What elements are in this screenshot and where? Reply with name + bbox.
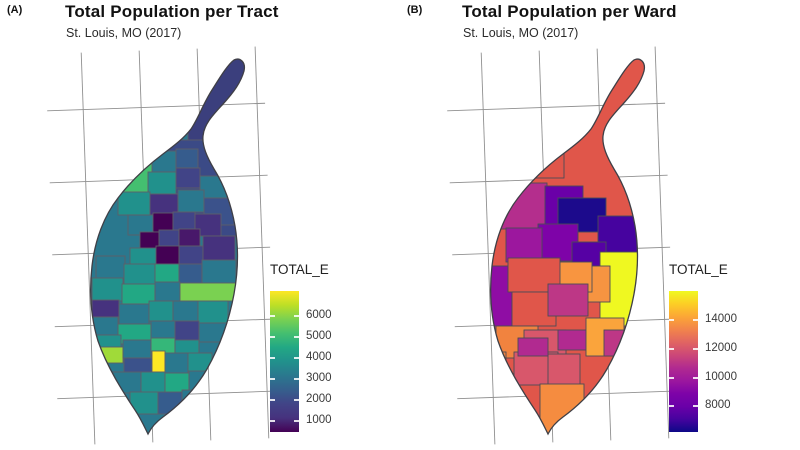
legend-tick-mark [270, 399, 275, 401]
legend-tick-mark [294, 420, 299, 422]
legend-tick-mark [669, 319, 674, 321]
legend-tick-mark [294, 315, 299, 317]
legend-tick-mark [294, 378, 299, 380]
panel-b-subtitle: St. Louis, MO (2017) [463, 26, 579, 40]
legend-tick-mark [270, 420, 275, 422]
legend-tract-title: TOTAL_E [270, 262, 329, 277]
legend-tract-colorbar [270, 291, 299, 432]
legend-ward: TOTAL_E 14000 12000 10000 8000 [668, 262, 798, 442]
panel-b-title: Total Population per Ward [462, 2, 677, 21]
tract-choropleth-map [47, 46, 275, 445]
legend-tick-label: 2000 [306, 393, 332, 405]
legend-tick-mark [693, 377, 698, 379]
city-boundary [490, 58, 646, 436]
panel-b-tag: (B) [407, 4, 423, 16]
legend-tick-mark [270, 336, 275, 338]
region-polygons [490, 59, 645, 434]
legend-tick-mark [669, 377, 674, 379]
city-boundary [90, 58, 246, 436]
legend-tick-label: 4000 [306, 351, 332, 363]
legend-tick-mark [270, 315, 275, 317]
panel-a-tag: (A) [7, 4, 23, 16]
legend-tick-mark [669, 348, 674, 350]
legend-tick-mark [294, 399, 299, 401]
legend-tick-mark [294, 336, 299, 338]
legend-tick-mark [270, 378, 275, 380]
legend-tick-mark [270, 357, 275, 359]
legend-tick-label: 10000 [705, 371, 737, 383]
legend-tick-label: 5000 [306, 330, 332, 342]
legend-ward-colorbar [669, 291, 698, 432]
legend-tick-label: 8000 [705, 399, 731, 411]
legend-tick-label: 3000 [306, 372, 332, 384]
panel-a-title: Total Population per Tract [65, 2, 279, 21]
legend-tick-mark [693, 319, 698, 321]
ward-choropleth-map [447, 46, 675, 445]
panel-a-subtitle: St. Louis, MO (2017) [66, 26, 182, 40]
legend-tick-label: 6000 [306, 309, 332, 321]
legend-tick-mark [294, 357, 299, 359]
legend-tick-label: 1000 [306, 414, 332, 426]
legend-tick-mark [693, 348, 698, 350]
legend-tick-mark [693, 405, 698, 407]
legend-tick-label: 12000 [705, 342, 737, 354]
legend-tick-mark [669, 405, 674, 407]
legend-ward-title: TOTAL_E [669, 262, 728, 277]
region-polygons [90, 59, 245, 434]
legend-tract: TOTAL_E 6000 5000 4000 3000 2000 1000 [269, 262, 399, 442]
legend-tick-label: 14000 [705, 313, 737, 325]
